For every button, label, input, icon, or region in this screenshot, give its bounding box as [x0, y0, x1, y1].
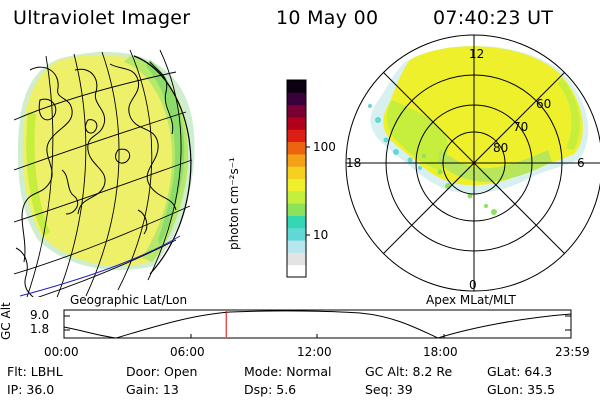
timeline-xtick-0600: 06:00 — [170, 345, 205, 359]
colorbar-frame — [286, 79, 307, 278]
colorbar-segment — [287, 141, 306, 155]
timeline-ytick-1-8: 1.8 — [30, 322, 50, 336]
instrument-title: Ultraviolet Imager — [13, 7, 191, 29]
colorbar-label-10: 10 — [313, 228, 329, 242]
geographic-image — [14, 49, 195, 297]
info-dsp: Dsp: 5.6 — [244, 382, 297, 397]
colorbar-segment — [287, 203, 306, 216]
timeline-ytick-9: 9.0 — [30, 308, 50, 322]
timeline-axis-label: GC Alt — [0, 302, 13, 340]
lat-label-80: 80 — [493, 141, 509, 155]
header-time: 07:40:23 UT — [433, 7, 554, 29]
colorbar-segment — [287, 264, 306, 278]
mlt-label-12: 12 — [469, 47, 485, 61]
colorbar-unit-label: photon cm⁻²s⁻¹ — [227, 157, 241, 250]
lat-label-70: 70 — [513, 120, 529, 134]
colorbar-segment — [287, 215, 306, 229]
colorbar-segment — [287, 104, 306, 118]
mlt-label-0: 0 — [469, 278, 477, 292]
timeline-xtick-1200: 12:00 — [297, 345, 332, 359]
info-filter: Flt: LBHL — [7, 364, 63, 379]
color-scale-bar — [286, 79, 307, 278]
info-gc-alt: GC Alt: 8.2 Re — [365, 364, 453, 379]
timeline-xtick-2359: 23:59 — [555, 345, 590, 359]
info-glon: GLon: 35.5 — [487, 382, 556, 397]
info-seq: Seq: 39 — [365, 382, 413, 397]
colorbar-segment — [287, 153, 306, 167]
polar-image — [368, 45, 589, 215]
timeline-xtick-1800: 18:00 — [423, 345, 458, 359]
info-glat: GLat: 64.3 — [487, 364, 553, 379]
left-panel-caption: Geographic Lat/Lon — [70, 293, 188, 307]
timeline-xtick-0000: 00:00 — [44, 345, 79, 359]
colorbar-segment — [287, 116, 306, 130]
right-panel-caption: Apex MLat/MLT — [426, 293, 516, 307]
colorbar-label-100: 100 — [313, 140, 336, 154]
colorbar-segment — [287, 80, 306, 93]
colorbar-segment — [287, 92, 306, 106]
mlt-label-6: 6 — [577, 156, 585, 170]
info-gain: Gain: 13 — [126, 382, 179, 397]
info-ip: IP: 36.0 — [7, 382, 55, 397]
altitude-timeline — [63, 309, 572, 339]
colorbar-segment — [287, 252, 306, 266]
lat-label-60: 60 — [536, 97, 552, 111]
mlt-label-18: 18 — [346, 156, 362, 170]
colorbar-segment — [287, 129, 306, 143]
header-date: 10 May 00 — [276, 7, 379, 29]
colorbar-segment — [287, 178, 306, 192]
info-door: Door: Open — [126, 364, 198, 379]
info-mode: Mode: Normal — [244, 364, 332, 379]
colorbar-segment — [287, 190, 306, 204]
colorbar-segment — [287, 166, 306, 179]
colorbar-segment — [287, 240, 306, 253]
colorbar-segment — [287, 227, 306, 241]
polar-grid — [345, 34, 600, 292]
